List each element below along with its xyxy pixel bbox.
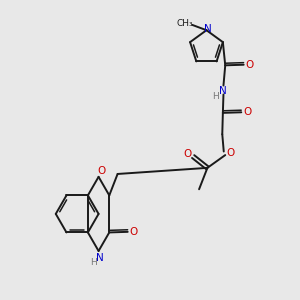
Text: H: H [212,92,219,101]
Text: O: O [130,227,138,237]
Text: CH₃: CH₃ [176,19,193,28]
Text: N: N [219,85,226,96]
Text: O: O [243,107,251,117]
Text: O: O [98,167,106,176]
Text: H: H [90,258,97,267]
Text: O: O [183,148,191,159]
Text: N: N [96,253,104,262]
Text: O: O [226,148,234,158]
Text: O: O [245,60,254,70]
Text: N: N [204,24,212,34]
